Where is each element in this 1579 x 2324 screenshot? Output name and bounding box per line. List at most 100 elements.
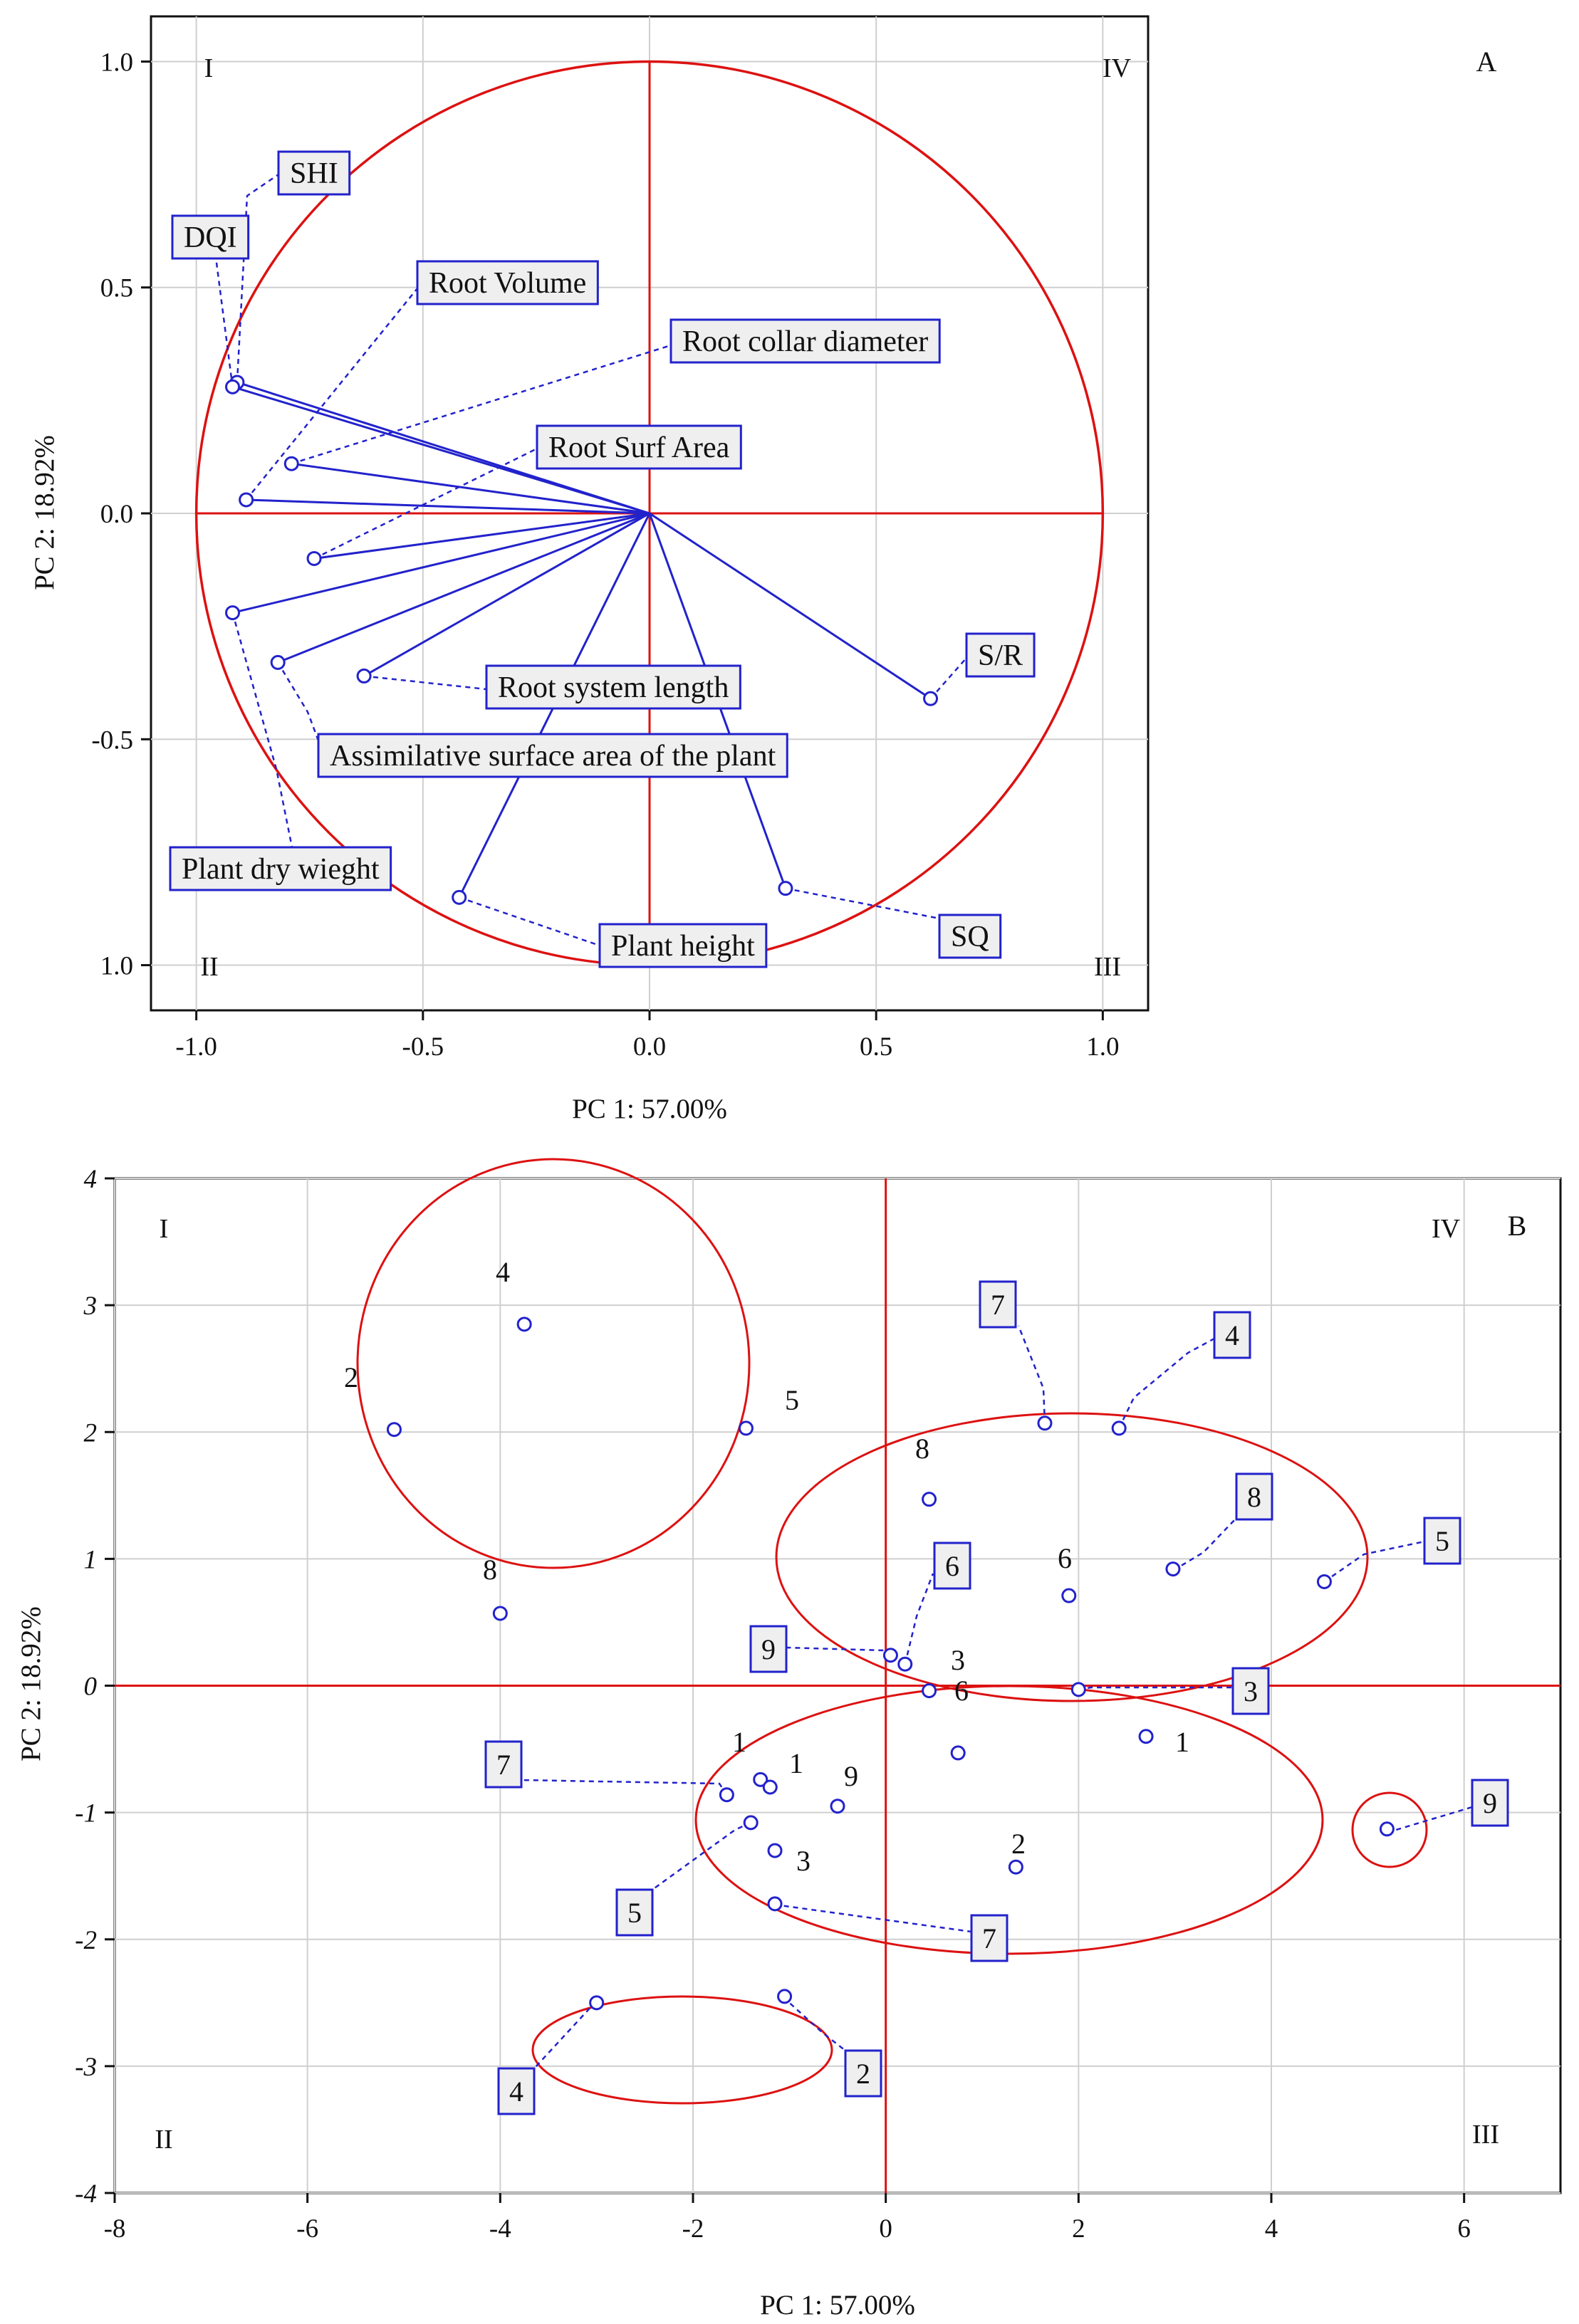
panel-a-y-axis-title: PC 2: 18.92%	[29, 435, 60, 590]
loading-point-8	[452, 889, 467, 905]
score-label-7: 8	[1235, 1472, 1273, 1521]
score-point-22	[1008, 1859, 1023, 1875]
score-point-17	[762, 1779, 778, 1795]
score-leader-11	[786, 1646, 892, 1656]
score-point-1	[386, 1422, 402, 1438]
score-label-box-5	[1213, 1311, 1251, 1359]
score-label-box-13	[1231, 1667, 1270, 1715]
loading-vector-7	[232, 512, 650, 614]
score-label-10: 6	[933, 1542, 971, 1590]
cluster-ellipse-4	[1351, 1791, 1428, 1868]
score-label-box-18	[484, 1740, 523, 1789]
score-label-3: 8	[483, 1554, 497, 1586]
panel-b-quadrant-IV: IV	[1432, 1214, 1461, 1244]
loading-point-1	[225, 379, 241, 394]
score-label-box-8	[1423, 1517, 1461, 1565]
loading-label-3: Root collar diameter	[669, 318, 941, 364]
panel-a-quadrant-I: I	[204, 53, 214, 83]
score-label-box-26	[844, 2049, 882, 2098]
panel-b-origin-axes	[115, 1178, 1560, 2193]
loading-vector-10	[649, 512, 932, 700]
loading-leader-0	[236, 173, 279, 383]
panel-b-ytick-label-1: 3	[83, 1292, 98, 1321]
score-label-text-26: 2	[856, 2058, 870, 2090]
loading-vector-2	[246, 498, 650, 515]
score-label-26: 2	[844, 2049, 882, 2098]
panel-b-ytick-label-7: -3	[75, 2053, 97, 2082]
panel-b-x-axis-title: PC 1: 57.00%	[760, 2290, 915, 2320]
panel-b-xtick-label-2: -4	[489, 2214, 511, 2244]
loading-label-text-5: Root system length	[498, 671, 729, 704]
score-label-13: 3	[1231, 1667, 1270, 1715]
score-label-2: 5	[785, 1384, 799, 1416]
score-label-20: 5	[615, 1888, 654, 1937]
panel-a-ytick-label-1: 0.5	[100, 274, 133, 303]
loading-point-6	[270, 654, 286, 670]
score-leader-5	[1118, 1337, 1215, 1429]
score-label-text-7: 8	[1247, 1481, 1261, 1513]
loading-label-text-3: Root collar diameter	[682, 325, 928, 358]
loading-vector-6	[277, 512, 650, 664]
score-point-5	[1111, 1420, 1127, 1436]
loading-label-4: Root Surf Area	[536, 424, 742, 470]
score-point-3	[492, 1606, 508, 1621]
score-label-text-8: 5	[1435, 1525, 1449, 1557]
score-leader-20	[652, 1821, 751, 1891]
score-point-10	[897, 1656, 913, 1672]
score-label-text-10: 6	[945, 1550, 959, 1582]
score-label-15: 6	[954, 1675, 969, 1707]
score-point-4	[1037, 1415, 1053, 1431]
loading-label-10: S/R	[965, 632, 1036, 678]
score-point-26	[777, 1989, 793, 2004]
cluster-ellipse-3	[694, 1685, 1324, 1955]
score-point-19	[830, 1799, 845, 1814]
panel-a-xtick-label-1: -0.5	[402, 1032, 444, 1062]
loading-label-5: Root system length	[485, 664, 741, 710]
panel-b-scores-plot: -8 -6 -4 -2 0 2 4 6 4 3 2 1 0 -1 -2 -3 -4 4 2 5 8 7 4 8 8 5 6 6 9 3 3…	[16, 1158, 1562, 2320]
score-point-9	[1061, 1588, 1077, 1603]
panel-b-quadrant-II: II	[155, 2125, 172, 2155]
loading-label-box-1	[171, 214, 250, 260]
panel-b-ytick-label-0: 4	[84, 1165, 98, 1194]
score-label-box-25	[497, 2067, 536, 2115]
score-label-box-23	[970, 1914, 1009, 1962]
loading-point-3	[283, 456, 299, 471]
panel-a-loading-vectors	[212, 173, 967, 947]
score-label-1: 2	[344, 1361, 358, 1393]
panel-b-xtick-label-5: 2	[1072, 2214, 1085, 2244]
score-point-25	[589, 1995, 605, 2011]
loading-point-2	[239, 492, 254, 508]
loading-label-2: Root Volume	[416, 260, 599, 305]
score-label-box-24	[1471, 1779, 1509, 1827]
panel-b-xtick-label-4: 0	[879, 2214, 892, 2244]
panel-b-ytick-label-6: -2	[75, 1926, 97, 1955]
loading-label-box-0	[277, 150, 351, 196]
score-leader-18	[521, 1779, 728, 1796]
loading-leader-6	[277, 661, 320, 741]
panel-b-cluster-ellipses	[356, 1158, 1428, 2105]
loading-label-text-4: Root Surf Area	[548, 431, 730, 464]
score-point-8	[1316, 1574, 1332, 1589]
loading-leader-3	[291, 344, 672, 465]
score-point-0	[516, 1317, 532, 1332]
score-leader-25	[533, 2001, 597, 2069]
score-point-18	[719, 1787, 734, 1803]
score-leader-4	[1017, 1325, 1046, 1423]
loading-leader-7	[231, 612, 293, 848]
score-label-12: 3	[951, 1644, 965, 1676]
score-point-2	[738, 1420, 754, 1436]
loading-leader-5	[363, 675, 487, 691]
loading-label-text-2: Root Volume	[429, 267, 586, 300]
panel-a-ticks: -1.0 -0.5 0.0 0.5 1.0 1.0 0.5 0.0 -0.5 1.0	[91, 48, 1119, 1062]
score-label-14: 1	[1175, 1726, 1189, 1758]
score-label-25: 4	[497, 2067, 536, 2115]
score-point-15	[950, 1745, 966, 1761]
loading-label-box-8	[598, 923, 768, 968]
cluster-ellipse-1	[356, 1158, 751, 1569]
score-label-text-5: 4	[1225, 1319, 1239, 1351]
panel-b-quadrant-I: I	[160, 1214, 169, 1244]
score-label-text-4: 7	[991, 1289, 1005, 1321]
loading-label-text-10: S/R	[978, 639, 1023, 672]
panel-a-ytick-label-2: 0.0	[100, 500, 133, 529]
